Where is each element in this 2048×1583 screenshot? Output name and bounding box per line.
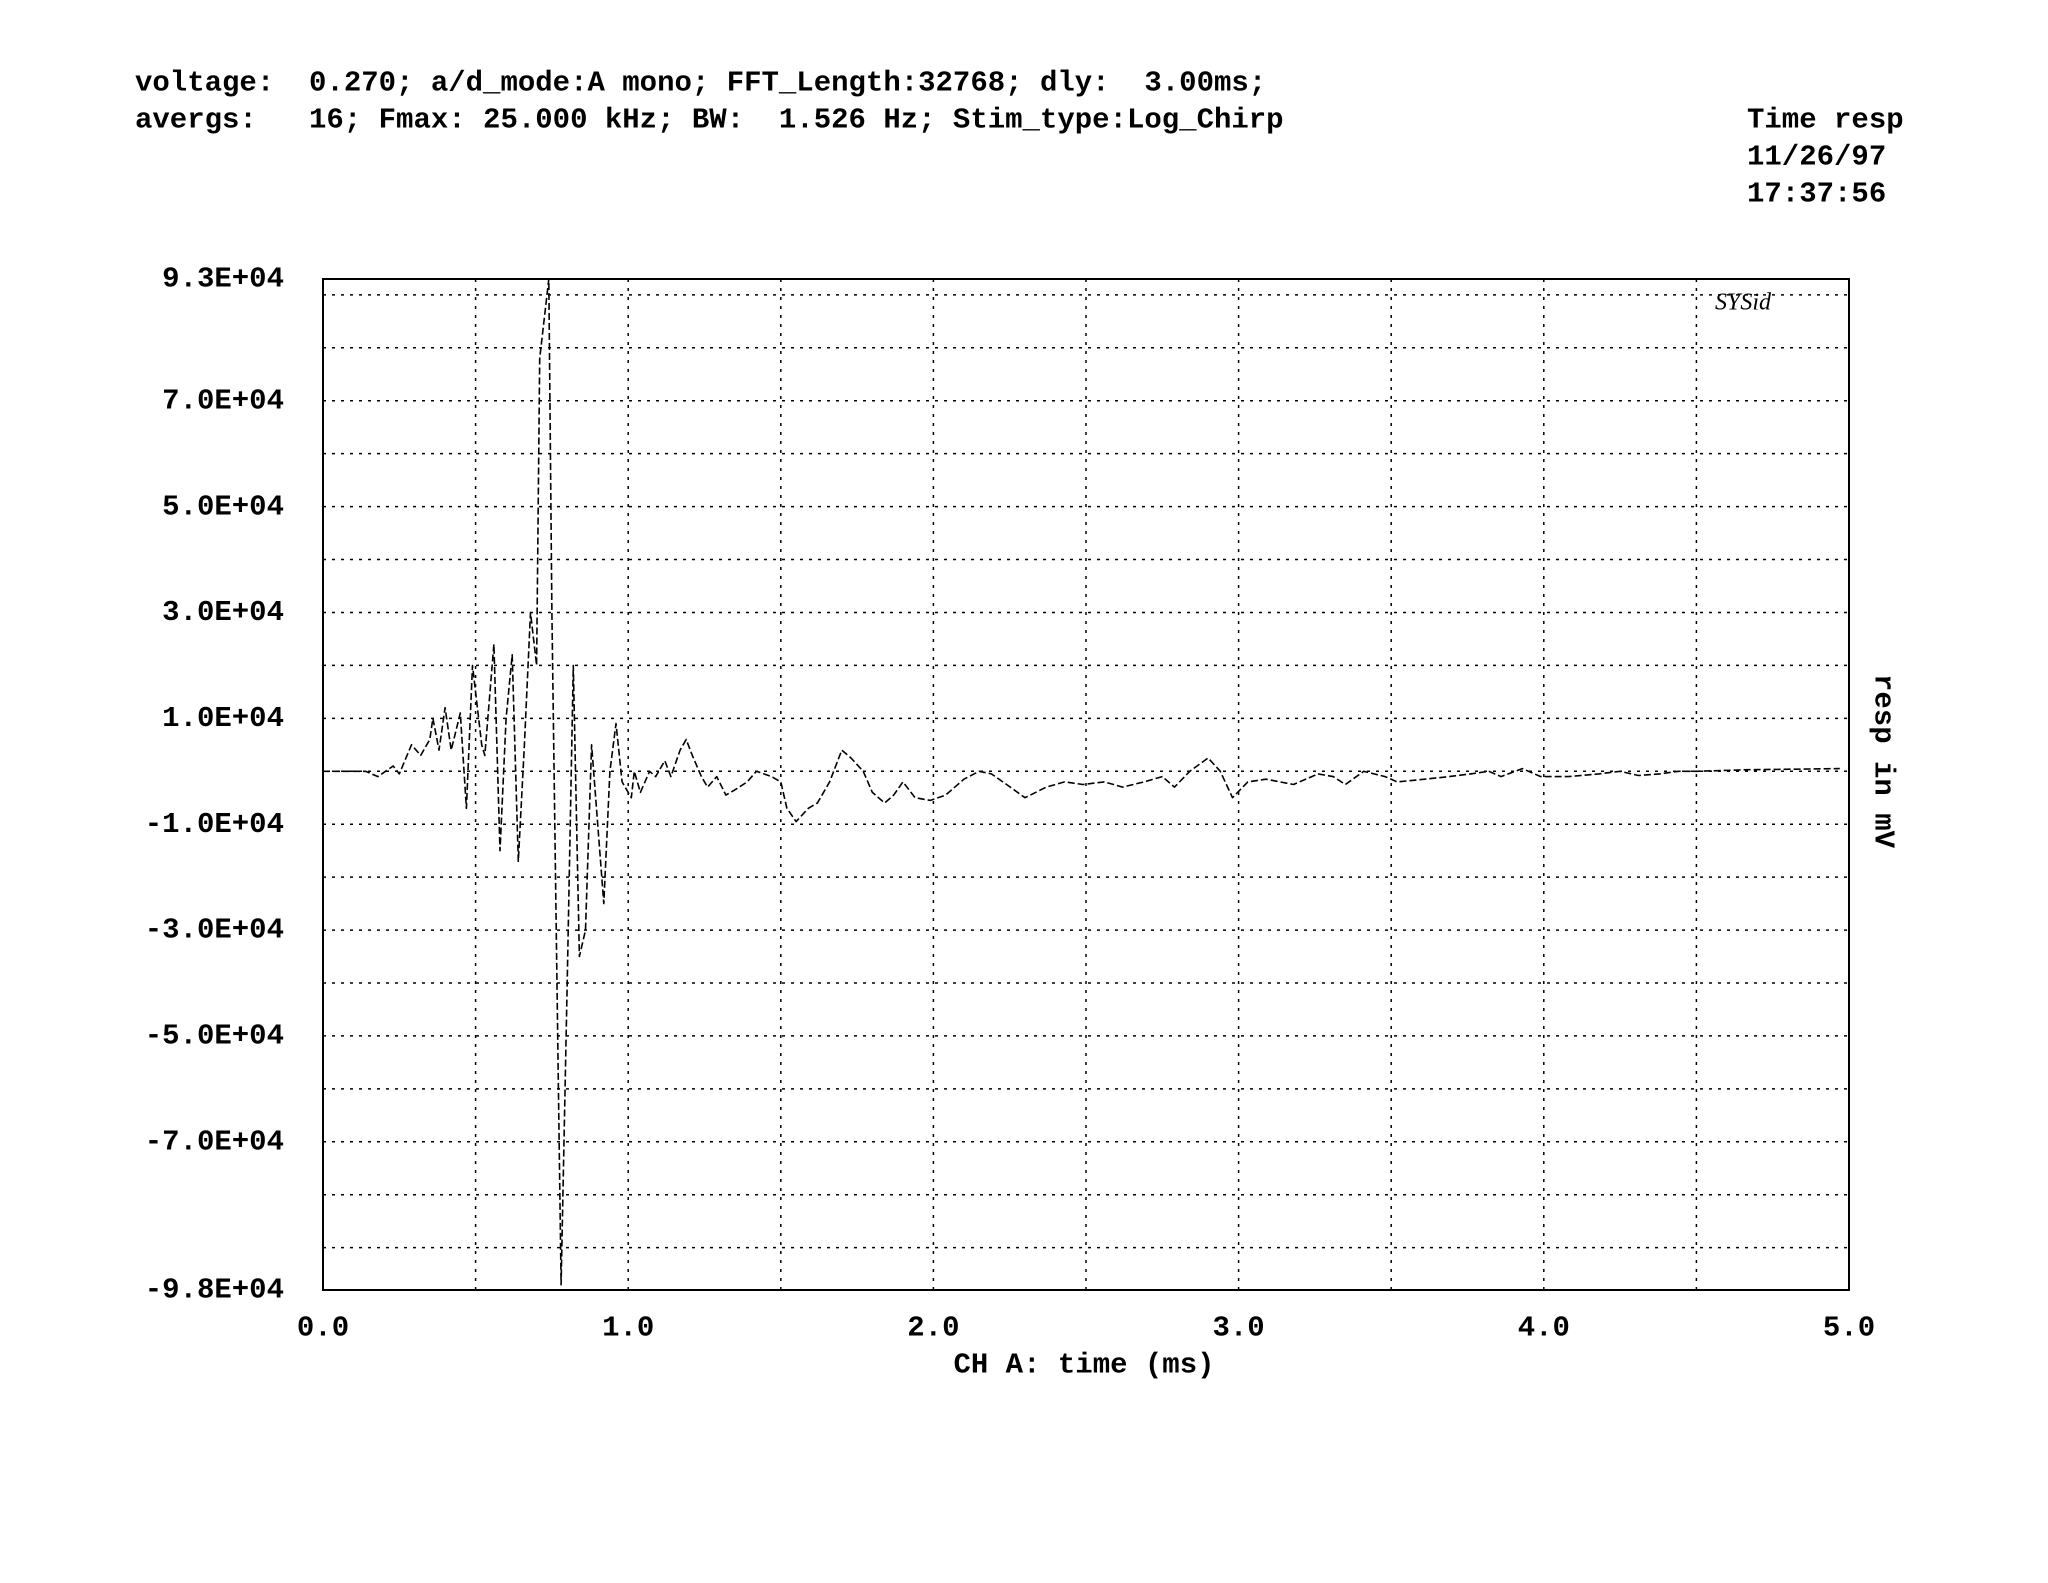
y-axis-label: resp in mV [1866,674,1899,849]
stamp-line: 11/26/97 [1747,141,1886,174]
x-tick-label: 0.0 [297,1312,349,1345]
y-tick-label: 1.0E+04 [162,702,284,735]
stamp-line: Time resp [1747,104,1904,137]
x-tick-label: 2.0 [907,1312,959,1345]
y-tick-label: -5.0E+04 [145,1020,284,1053]
x-axis-label: CH A: time (ms) [953,1349,1214,1382]
x-tick-label: 3.0 [1212,1312,1264,1345]
y-tick-label: -1.0E+04 [145,808,284,841]
header-line: avergs: 16; Fmax: 25.000 kHz; BW: 1.526 … [135,104,1284,137]
y-tick-label: -7.0E+04 [145,1125,284,1158]
x-tick-label: 4.0 [1518,1312,1570,1345]
y-tick-label: 3.0E+04 [162,596,284,629]
y-tick-label: 9.3E+04 [162,263,284,296]
plot-area: 0.0 1.0 2.0 3.0 4.0 5.0 9.3E+04 7.0E+04 5.0E+04 3… [145,263,1875,1345]
stamp-line: 17:37:56 [1747,178,1886,211]
response-line [323,278,1840,1286]
y-tick-label: 5.0E+04 [162,490,284,523]
y-tick-label: -3.0E+04 [145,914,284,947]
x-tick-label: 5.0 [1823,1312,1875,1345]
plot-frame [322,278,1850,1291]
header-line: voltage: 0.270; a/d_mode:A mono; FFT_Len… [135,67,1266,100]
x-tick-label: 1.0 [602,1312,654,1345]
y-tick-label: 7.0E+04 [162,384,284,417]
logo: SYSid [1715,290,1772,316]
y-tick-label: -9.8E+04 [145,1274,284,1307]
